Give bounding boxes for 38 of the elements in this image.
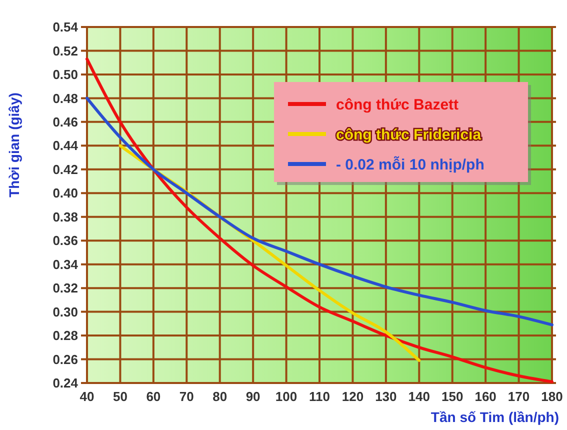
x-tick-label: 110 (309, 389, 330, 404)
x-tick-label: 70 (179, 389, 194, 404)
y-tick-label: 0.32 (52, 280, 78, 296)
y-tick-label: 0.26 (52, 352, 78, 367)
y-tick-label: 0.38 (52, 209, 78, 224)
y-tick-label: 0.50 (52, 67, 78, 82)
x-tick-label: 50 (112, 389, 128, 404)
x-tick-label: 90 (246, 389, 260, 404)
x-axis-title: Tần số Tim (lần/ph) (430, 409, 559, 425)
x-tick-label: 60 (146, 389, 161, 404)
x-tick-label: 160 (474, 389, 496, 404)
x-tick-label: 120 (342, 389, 364, 404)
x-tick-label: 130 (375, 389, 397, 404)
y-tick-label: 0.42 (52, 162, 78, 177)
y-tick-label: 0.30 (52, 304, 78, 320)
y-tick-label: 0.24 (52, 376, 79, 391)
x-tick-label: 40 (80, 389, 94, 404)
legend-label: công thức Bazett (336, 96, 459, 114)
y-tick-label: 0.34 (52, 256, 79, 272)
y-tick-label: 0.36 (52, 233, 78, 248)
y-tick-label: 0.52 (52, 43, 78, 58)
x-tick-label: 170 (508, 389, 530, 404)
y-tick-label: 0.44 (52, 138, 79, 154)
y-tick-label: 0.28 (52, 328, 78, 344)
y-tick-label: 0.48 (52, 90, 78, 106)
y-tick-label: 0.54 (52, 20, 79, 35)
y-tick-label: 0.46 (52, 114, 78, 130)
line-series (86, 96, 554, 326)
x-tick-label: 140 (408, 389, 430, 404)
y-tick-label: 0.40 (52, 186, 78, 201)
x-tick-label: 150 (442, 389, 464, 404)
x-tick-label: 180 (541, 389, 563, 404)
legend-label: - 0.02 mỗi 10 nhịp/ph (336, 155, 484, 174)
y-axis-title: Thời gian (giây) (6, 92, 22, 198)
line-series (86, 58, 554, 384)
x-tick-label: 100 (275, 389, 298, 404)
legend-label: công thức Fridericia (336, 126, 482, 144)
x-tick-label: 80 (212, 389, 228, 404)
